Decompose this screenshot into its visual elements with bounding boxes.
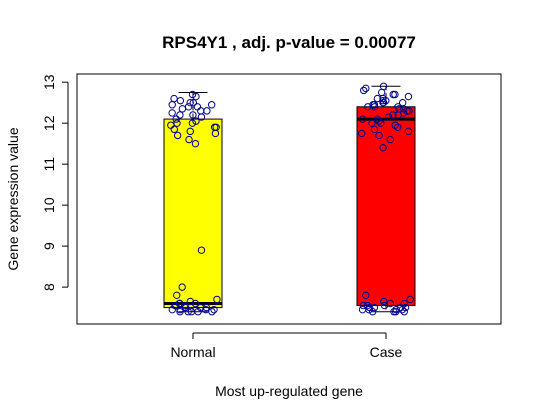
data-point [203,107,211,115]
data-point [189,98,198,107]
data-point [176,96,185,105]
data-point [400,308,408,316]
data-point [176,308,184,316]
data-point [359,86,368,95]
data-point [172,115,180,123]
y-axis: 8 9 10 11 12 13 [41,74,69,291]
data-point [186,297,195,306]
data-point [398,305,406,314]
data-point [380,301,389,310]
data-point [393,123,402,131]
data-point [191,299,200,308]
x-axis-label: Most up-regulated gene [215,383,363,399]
data-point [357,129,366,138]
data-point [191,139,200,148]
data-point [363,301,372,310]
data-point [213,295,221,304]
data-point [193,103,202,111]
chart-title: RPS4Y1 , adj. p-value = 0.00077 [162,33,416,52]
plot-frame [76,73,502,325]
data-point [406,295,414,304]
boxes-layer [163,85,416,313]
data-point [375,131,383,140]
data-point [359,301,367,310]
y-tick-label: 9 [41,242,57,250]
points-layer [167,82,414,316]
data-point [358,115,367,123]
data-point [184,103,193,111]
y-tick-label: 8 [41,283,57,291]
data-point [175,299,184,308]
data-point [192,117,200,125]
y-tick-label: 10 [41,197,57,213]
x-tick-label: Normal [170,344,215,360]
data-point [362,291,370,300]
data-point [394,111,402,119]
y-tick-label: 12 [41,115,57,131]
data-point [188,119,197,127]
data-point [369,101,377,109]
data-point [168,109,176,117]
data-point [377,88,386,97]
data-point [370,103,379,111]
data-point [384,113,393,121]
data-point [192,92,200,101]
data-point [171,301,179,310]
data-point [197,113,206,121]
data-point [184,308,192,316]
data-point [178,105,187,113]
data-point [386,135,394,144]
data-point [404,127,413,136]
x-tick-label: Case [370,344,403,360]
data-point [375,117,383,125]
data-point [389,111,397,119]
data-point [404,92,413,101]
data-point [370,125,379,134]
data-point [173,291,181,300]
data-point [379,98,387,107]
data-point [178,283,186,291]
data-point [365,303,374,312]
data-point [197,107,205,115]
data-point [168,101,176,109]
data-point [173,131,182,140]
data-point [379,144,387,152]
box-case [356,106,416,307]
data-point [396,303,405,312]
data-point [176,111,184,119]
data-point [185,135,193,144]
data-point [391,121,399,129]
box-normal [163,118,223,309]
data-point [380,297,388,306]
x-axis: Normal Case [170,332,403,360]
data-point [170,94,178,103]
y-tick-label: 13 [41,74,57,90]
data-point [186,98,194,107]
data-point [390,308,398,316]
data-point [210,305,218,314]
data-point [389,90,397,99]
y-tick-label: 11 [41,157,57,172]
data-point [377,119,385,127]
data-point [207,101,216,109]
data-point [196,303,205,312]
y-axis-label: Gene expression value [5,127,21,270]
data-point [211,129,220,138]
data-point [189,111,197,119]
data-point [186,127,194,136]
data-point [362,84,370,93]
data-point [197,246,206,254]
data-point [194,308,202,316]
data-point [170,125,179,134]
data-point [368,119,376,127]
